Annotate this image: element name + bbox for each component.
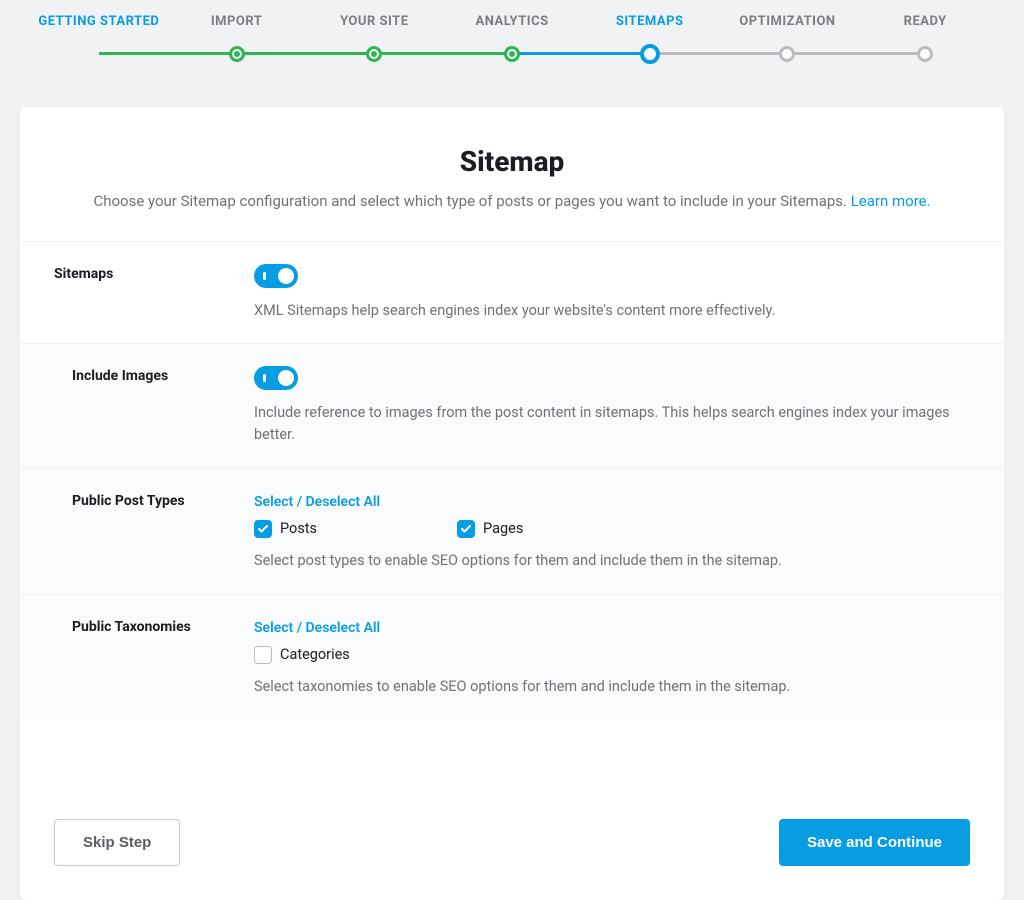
save-continue-button[interactable]: Save and Continue (779, 819, 970, 866)
step-label: GETTING STARTED (38, 14, 159, 29)
checkbox-categories[interactable]: Categories (254, 646, 350, 664)
select-all-post-types[interactable]: Select / Deselect All (254, 494, 380, 510)
card-footer: Skip Step Save and Continue (20, 789, 1004, 900)
checkbox-icon (254, 646, 272, 664)
step-dot-icon (229, 46, 245, 62)
label-post-types: Public Post Types (54, 491, 254, 572)
checkbox-icon (457, 520, 475, 538)
step-line (787, 52, 925, 55)
label-taxonomies: Public Taxonomies (54, 617, 254, 698)
toggle-sitemaps[interactable] (254, 264, 298, 288)
label-sitemaps: Sitemaps (54, 264, 254, 322)
step-label: ANALYTICS (475, 14, 548, 29)
step-getting-started[interactable]: GETTING STARTED (30, 10, 168, 57)
step-label: OPTIMIZATION (739, 14, 835, 29)
step-ready[interactable]: READY (856, 10, 994, 57)
checkbox-pages[interactable]: Pages (457, 520, 523, 538)
learn-more-link[interactable]: Learn more. (851, 192, 931, 210)
subtitle-text: Choose your Sitemap configuration and se… (93, 192, 850, 210)
checkbox-label: Pages (483, 520, 523, 537)
skip-step-button[interactable]: Skip Step (54, 819, 180, 866)
step-sitemaps[interactable]: SITEMAPS (581, 10, 719, 57)
body-post-types: Select / Deselect All Posts Pages Select… (254, 491, 970, 572)
step-label: IMPORT (211, 14, 263, 29)
body-include-images: Include reference to images from the pos… (254, 366, 970, 446)
wizard-stepper: GETTING STARTED IMPORT YOUR SITE ANALYTI… (0, 0, 1024, 57)
step-dot-icon (779, 46, 795, 62)
post-types-options: Posts Pages (254, 520, 970, 538)
step-label: YOUR SITE (340, 14, 408, 29)
step-dot-icon (366, 46, 382, 62)
row-taxonomies: Public Taxonomies Select / Deselect All … (20, 594, 1004, 720)
step-analytics[interactable]: ANALYTICS (443, 10, 581, 57)
desc-post-types: Select post types to enable SEO options … (254, 550, 970, 572)
desc-sitemaps: XML Sitemaps help search engines index y… (254, 300, 970, 322)
step-line (237, 52, 375, 55)
desc-taxonomies: Select taxonomies to enable SEO options … (254, 676, 970, 698)
body-sitemaps: XML Sitemaps help search engines index y… (254, 264, 970, 322)
page-subtitle: Choose your Sitemap configuration and se… (80, 190, 944, 213)
step-line (512, 52, 650, 55)
step-dot-icon (917, 46, 933, 62)
step-your-site[interactable]: YOUR SITE (305, 10, 443, 57)
row-post-types: Public Post Types Select / Deselect All … (20, 468, 1004, 594)
select-all-taxonomies[interactable]: Select / Deselect All (254, 620, 380, 636)
step-line (99, 52, 237, 55)
step-import[interactable]: IMPORT (168, 10, 306, 57)
body-taxonomies: Select / Deselect All Categories Select … (254, 617, 970, 698)
checkbox-icon (254, 520, 272, 538)
step-line (374, 52, 512, 55)
toggle-include-images[interactable] (254, 366, 298, 390)
desc-include-images: Include reference to images from the pos… (254, 402, 970, 446)
label-include-images: Include Images (54, 366, 254, 446)
row-sitemaps: Sitemaps XML Sitemaps help search engine… (20, 241, 1004, 344)
checkbox-label: Categories (280, 646, 350, 663)
step-dot-icon (640, 44, 660, 64)
row-include-images: Include Images Include reference to imag… (20, 343, 1004, 468)
sitemap-card: Sitemap Choose your Sitemap configuratio… (20, 107, 1004, 900)
step-label: SITEMAPS (616, 14, 684, 29)
checkbox-label: Posts (280, 520, 317, 537)
step-dot-icon (504, 46, 520, 62)
checkbox-posts[interactable]: Posts (254, 520, 317, 538)
step-label: READY (904, 14, 947, 29)
step-line (650, 52, 788, 55)
card-header: Sitemap Choose your Sitemap configuratio… (20, 107, 1004, 241)
taxonomies-options: Categories (254, 646, 970, 664)
page-title: Sitemap (80, 145, 944, 178)
step-optimization[interactable]: OPTIMIZATION (719, 10, 857, 57)
